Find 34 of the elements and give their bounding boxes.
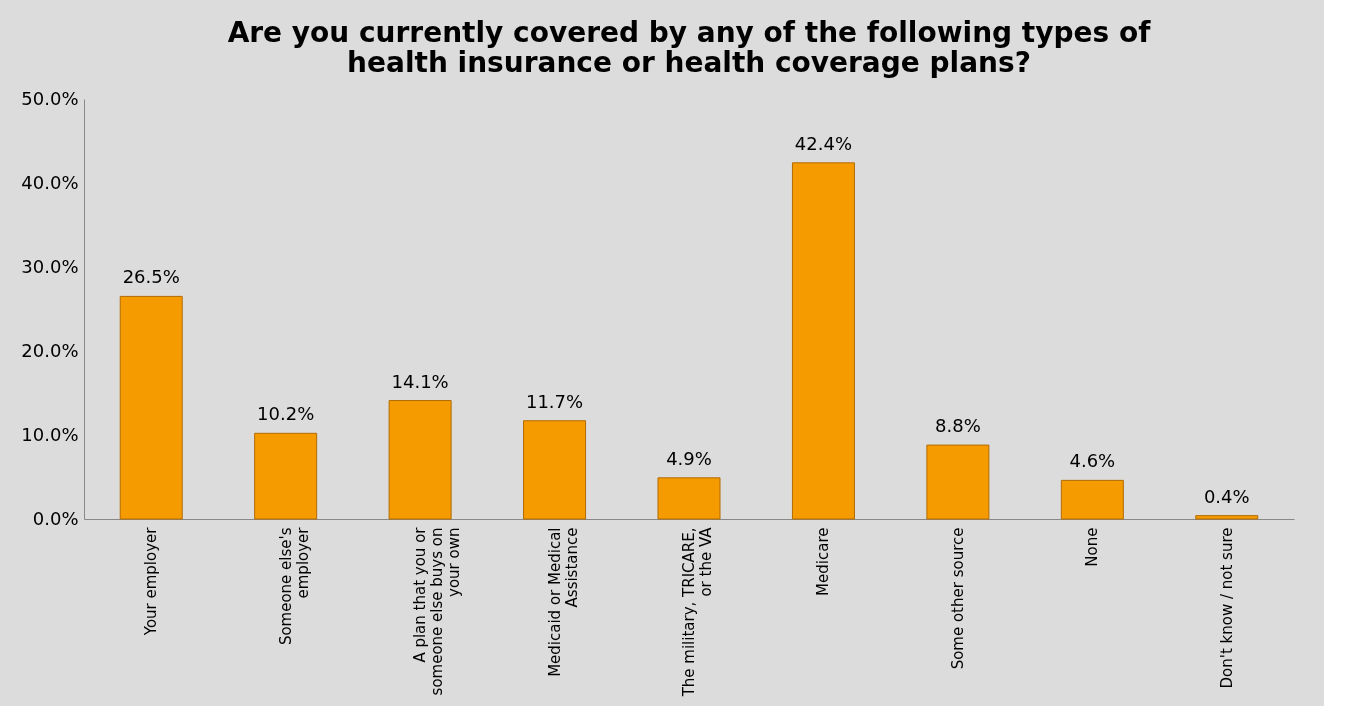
chart-title: Are you currently covered by any of the following types of health insurance or health coverage plans? — [227, 16, 1152, 79]
y-tick-label: 50.0% — [21, 87, 79, 109]
data-label: 4.9% — [666, 447, 712, 469]
data-label: 0.4% — [1203, 485, 1250, 507]
y-tick-label: 30.0% — [21, 255, 79, 277]
x-tick-label: A plan that you or someone else buys on your own — [411, 526, 464, 696]
bar — [657, 477, 721, 520]
y-tick-label: 40.0% — [21, 171, 79, 193]
x-tick-label: Medicaid or Medical Assistance — [545, 527, 581, 677]
x-tick-label: Medicare — [814, 527, 833, 596]
bar — [1060, 479, 1124, 520]
x-tick-label: Some other source — [948, 527, 967, 670]
bar — [791, 162, 855, 520]
y-tick-label: 0.0% — [32, 507, 79, 529]
y-tick-label: 10.0% — [21, 423, 79, 445]
y-tick-label: 20.0% — [21, 339, 79, 361]
data-label: 11.7% — [525, 390, 584, 412]
x-tick-label: Don't know / not sure — [1217, 527, 1236, 689]
data-label: 14.1% — [391, 370, 449, 392]
data-label: 10.2% — [257, 403, 315, 425]
data-label: 26.5% — [122, 266, 180, 288]
bar — [254, 432, 318, 520]
x-tick-label: Someone else's employer — [276, 526, 312, 646]
bar — [926, 444, 990, 520]
data-label: 4.6% — [1069, 450, 1116, 472]
bar — [388, 400, 452, 520]
data-label: 42.4% — [794, 132, 853, 154]
x-tick-label: The military, TRICARE, or the VA — [680, 526, 715, 698]
bar — [1195, 515, 1259, 520]
bar — [523, 420, 587, 520]
bar — [119, 295, 183, 520]
x-tick-label: Your employer — [142, 526, 161, 637]
data-label: 8.8% — [935, 415, 981, 437]
x-tick-label: None — [1083, 527, 1102, 567]
